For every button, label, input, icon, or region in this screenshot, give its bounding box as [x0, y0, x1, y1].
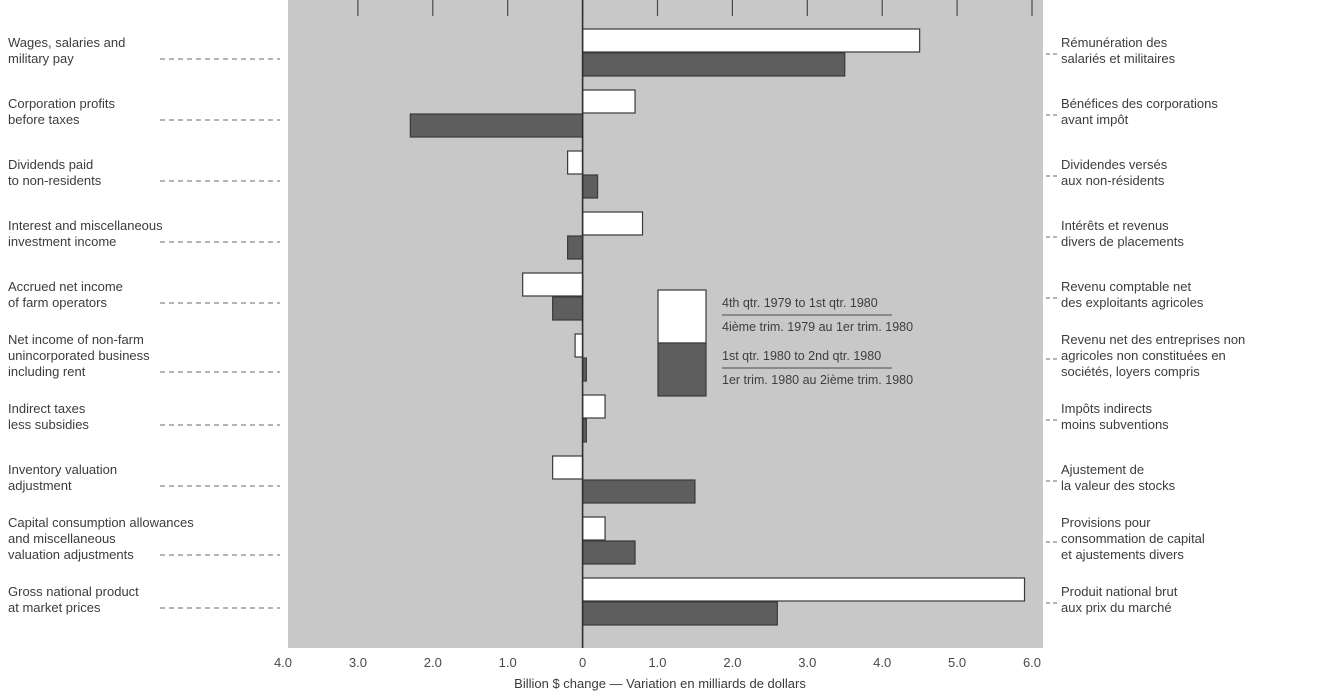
- category-label-en: military pay: [8, 51, 74, 66]
- category-label-en: to non-residents: [8, 173, 102, 188]
- category-label-fr: Impôts indirects: [1061, 401, 1153, 416]
- category-label-fr: moins subventions: [1061, 417, 1169, 432]
- category-label-fr: Produit national brut: [1061, 584, 1178, 599]
- legend-text: 1er trim. 1980 au 2ième trim. 1980: [722, 373, 913, 387]
- bar-series-1: [581, 394, 606, 419]
- category-label-en: of farm operators: [8, 295, 107, 310]
- bar-series-2: [567, 235, 584, 260]
- category-label-fr: des exploitants agricoles: [1061, 295, 1204, 310]
- x-tick-label: 6.0: [1023, 655, 1041, 670]
- category-label-fr: Ajustement de: [1061, 462, 1144, 477]
- category-label-fr: agricoles non constituées en: [1061, 348, 1226, 363]
- x-tick-label: 5.0: [948, 655, 966, 670]
- top-ticks: [357, 0, 1033, 16]
- x-tick-label: 1.0: [648, 655, 666, 670]
- category-label-en: Gross national product: [8, 584, 139, 599]
- bar-series-2: [581, 174, 599, 199]
- category-label-fr: aux non-résidents: [1061, 173, 1165, 188]
- category-label-en: less subsidies: [8, 417, 89, 432]
- category-label-fr: Rémunération des: [1061, 35, 1168, 50]
- x-tick-label: 3.0: [349, 655, 367, 670]
- category-label-fr: Intérêts et revenus: [1061, 218, 1169, 233]
- category-label-fr: consommation de capital: [1061, 531, 1205, 546]
- category-label-fr: sociétés, loyers compris: [1061, 364, 1200, 379]
- bar-series-2: [581, 52, 846, 77]
- category-label-en: before taxes: [8, 112, 80, 127]
- category-label-en: and miscellaneous: [8, 531, 116, 546]
- bar-series-1: [581, 89, 636, 114]
- category-label-fr: Revenu comptable net: [1061, 279, 1191, 294]
- category-label-fr: avant impôt: [1061, 112, 1129, 127]
- x-tick-label: 0: [579, 655, 586, 670]
- category-label-fr: salariés et militaires: [1061, 51, 1176, 66]
- x-tick-label: 3.0: [798, 655, 816, 670]
- x-tick-label: 4.0: [873, 655, 891, 670]
- bars: [409, 28, 1026, 626]
- category-label-en: Accrued net income: [8, 279, 123, 294]
- category-label-en: adjustment: [8, 478, 72, 493]
- category-label-en: valuation adjustments: [8, 547, 134, 562]
- bar-series-1: [552, 455, 584, 480]
- category-label-en: Interest and miscellaneous: [8, 218, 163, 233]
- category-label-en: at market prices: [8, 600, 101, 615]
- category-label-en: unincorporated business: [8, 348, 150, 363]
- bar-series-2: [409, 113, 584, 138]
- category-label-fr: aux prix du marché: [1061, 600, 1172, 615]
- bar-series-2: [552, 296, 584, 321]
- category-label-fr: divers de placements: [1061, 234, 1184, 249]
- legend: 4th qtr. 1979 to 1st qtr. 1980 4ième trim…: [657, 289, 913, 397]
- category-label-fr: Provisions pour: [1061, 515, 1151, 530]
- bar-series-2: [581, 479, 696, 504]
- x-tick-label: 4.0: [274, 655, 292, 670]
- bar-series-1: [581, 516, 606, 541]
- bar-series-2: [581, 601, 778, 626]
- category-label-en: Indirect taxes: [8, 401, 86, 416]
- x-tick-labels: 4.0 3.0 2.0 1.0 0 1.0 2.0 3.0 4.0 5.0 6.0: [274, 655, 1041, 670]
- legend-text: 1st qtr. 1980 to 2nd qtr. 1980: [722, 349, 881, 363]
- x-tick-label: 2.0: [424, 655, 442, 670]
- category-label-en: Capital consumption allowances: [8, 515, 194, 530]
- bar-series-1: [581, 577, 1026, 602]
- bar-series-1: [567, 150, 584, 175]
- category-label-en: investment income: [8, 234, 116, 249]
- category-label-fr: Bénéfices des corporations: [1061, 96, 1218, 111]
- category-label-fr: et ajustements divers: [1061, 547, 1184, 562]
- legend-text: 4ième trim. 1979 au 1er trim. 1980: [722, 320, 913, 334]
- category-label-fr: la valeur des stocks: [1061, 478, 1176, 493]
- legend-text: 4th qtr. 1979 to 1st qtr. 1980: [722, 296, 878, 310]
- legend-swatch-1: [657, 289, 707, 344]
- category-label-en: Net income of non-farm: [8, 332, 144, 347]
- bar-series-2: [581, 540, 636, 565]
- category-label-en: Dividends paid: [8, 157, 93, 172]
- category-label-fr: Revenu net des entreprises non: [1061, 332, 1245, 347]
- x-tick-label: 1.0: [499, 655, 517, 670]
- category-label-en: Corporation profits: [8, 96, 115, 111]
- x-axis-label: Billion $ change — Variation en milliard…: [514, 676, 806, 691]
- category-label-en: including rent: [8, 364, 86, 379]
- bar-series-1: [581, 211, 644, 236]
- category-label-en: Wages, salaries and: [8, 35, 125, 50]
- category-label-en: Inventory valuation: [8, 462, 117, 477]
- bar-series-1: [522, 272, 584, 297]
- legend-swatch-2: [657, 342, 707, 397]
- x-tick-label: 2.0: [723, 655, 741, 670]
- bar-series-1: [574, 333, 584, 358]
- bar-series-1: [581, 28, 921, 53]
- category-label-fr: Dividendes versés: [1061, 157, 1168, 172]
